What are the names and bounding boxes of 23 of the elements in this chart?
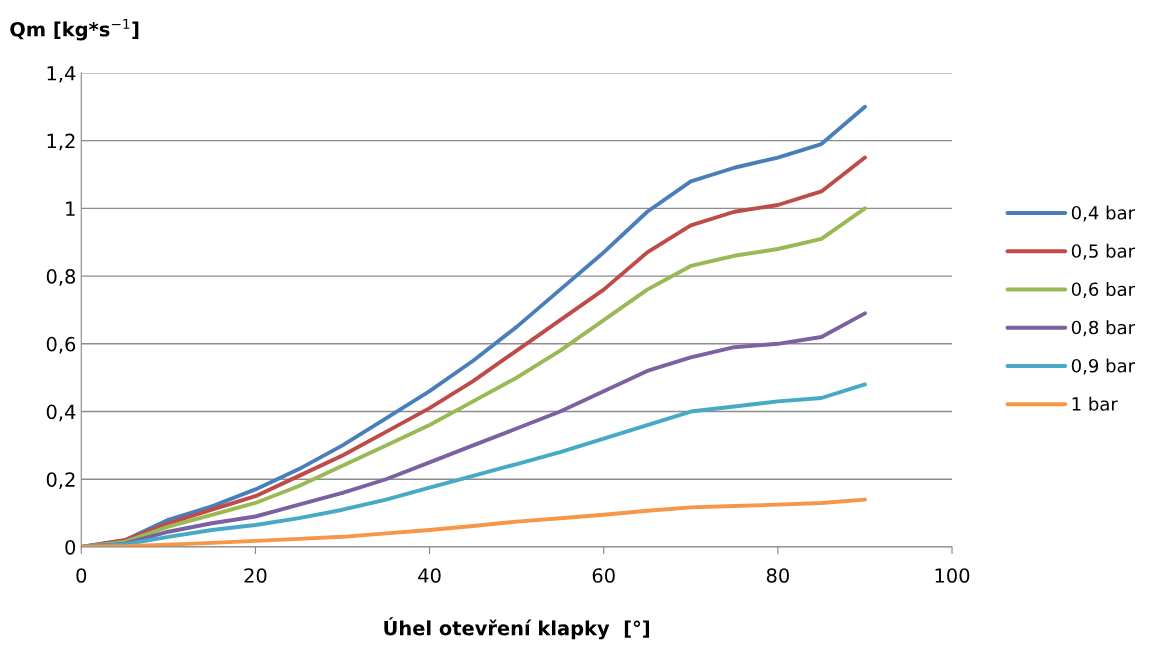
y-tick-label: 0,6 xyxy=(46,336,76,354)
legend-label: 0,6 bar xyxy=(1071,282,1136,298)
legend-label: 0,9 bar xyxy=(1071,358,1136,375)
legend-label: 0,5 bar xyxy=(1071,243,1136,260)
y-tick-label: 1,4 xyxy=(47,66,76,83)
line-series xyxy=(81,497,867,547)
x-tick-label: 100 xyxy=(935,568,970,583)
y-tick-label: 0,8 xyxy=(46,269,76,286)
y-tick-label: 0,2 xyxy=(46,472,75,489)
x-tick-label: 0 xyxy=(76,568,87,583)
x-tick-label: 40 xyxy=(418,568,441,583)
x-tick-label: 60 xyxy=(592,568,615,583)
y-tick-label: 1 xyxy=(66,201,75,216)
y-tick-label: 0,4 xyxy=(46,404,76,422)
x-axis-title: Úhel otevření klapky [°] xyxy=(384,617,650,640)
y-axis-title: Qm [kg*s$^{−1}$] xyxy=(10,18,139,41)
legend-label: 1 bar xyxy=(1072,396,1118,411)
y-tick-label: 1,2 xyxy=(47,133,75,151)
legend-label: 0,4 bar xyxy=(1071,205,1136,222)
x-tick-label: 20 xyxy=(244,568,267,583)
y-tick-label: 0 xyxy=(65,539,76,555)
legend-label: 0,8 bar xyxy=(1071,320,1136,337)
x-tick-label: 80 xyxy=(766,568,789,583)
